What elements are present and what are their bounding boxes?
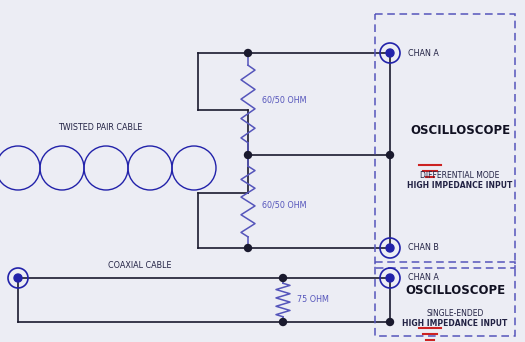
Circle shape [386, 274, 394, 282]
Circle shape [386, 152, 394, 158]
Text: CHAN A: CHAN A [408, 49, 439, 57]
Circle shape [245, 50, 251, 56]
Circle shape [386, 49, 394, 57]
Text: SINGLE-ENDED: SINGLE-ENDED [426, 308, 484, 317]
Text: DIFFERENTIAL MODE: DIFFERENTIAL MODE [421, 171, 500, 180]
Circle shape [245, 245, 251, 251]
Text: OSCILLOSCOPE: OSCILLOSCOPE [405, 285, 505, 298]
Bar [375, 262, 515, 336]
Circle shape [245, 152, 251, 158]
Text: 60/50 OHM: 60/50 OHM [262, 200, 307, 210]
Text: OSCILLOSCOPE: OSCILLOSCOPE [410, 123, 510, 136]
Text: HIGH IMPEDANCE INPUT: HIGH IMPEDANCE INPUT [407, 182, 513, 190]
Circle shape [279, 275, 287, 281]
Circle shape [14, 274, 22, 282]
Text: COAXIAL CABLE: COAXIAL CABLE [108, 261, 172, 269]
Text: 75 OHM: 75 OHM [297, 295, 329, 304]
Text: 60/50 OHM: 60/50 OHM [262, 95, 307, 105]
Circle shape [386, 318, 394, 326]
Text: CHAN A: CHAN A [408, 274, 439, 282]
Bar [375, 14, 515, 268]
Circle shape [386, 244, 394, 252]
Circle shape [279, 318, 287, 326]
Text: TWISTED PAIR CABLE: TWISTED PAIR CABLE [58, 122, 142, 132]
Text: CHAN B: CHAN B [408, 244, 439, 252]
Text: HIGH IMPEDANCE INPUT: HIGH IMPEDANCE INPUT [402, 319, 508, 329]
